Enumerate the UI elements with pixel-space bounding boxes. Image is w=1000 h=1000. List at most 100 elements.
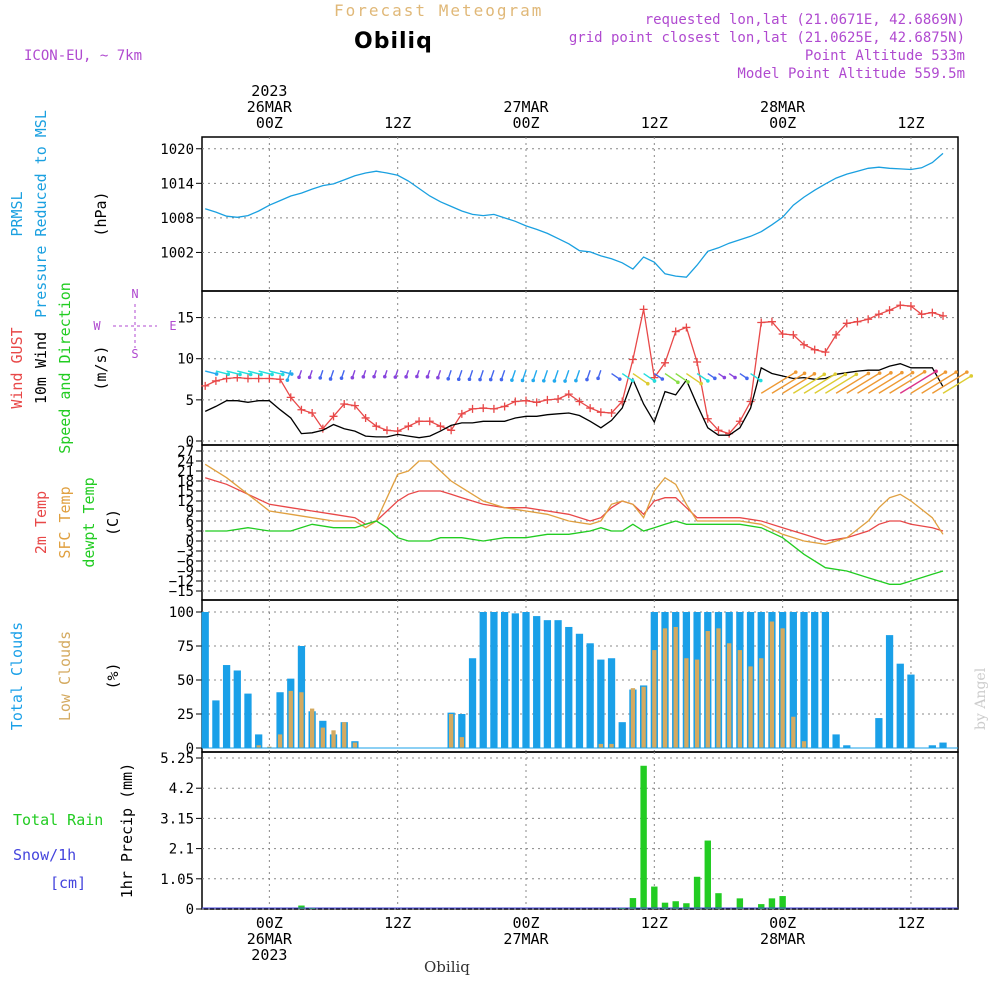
total-cloud-bar	[276, 692, 284, 748]
gust-marker	[639, 305, 648, 314]
pressure-panel: 1002 1008 1014 1020 PRMSL Pressure Reduced to…	[8, 110, 959, 318]
wind-arrow	[226, 370, 241, 376]
y-tick-label: 15	[177, 311, 194, 327]
low-cloud-bar	[449, 714, 454, 748]
watermark: by Angel	[973, 667, 989, 730]
wind-arrow	[664, 372, 679, 383]
time-axis-label: 2023	[251, 82, 287, 100]
gust-marker	[767, 317, 776, 326]
compass-e: E	[169, 319, 176, 333]
gust-marker	[308, 409, 317, 418]
low-cloud-bar	[459, 737, 464, 748]
time-axis-label: 12Z	[897, 914, 924, 932]
compass-w: W	[93, 319, 101, 333]
gust-marker	[340, 399, 349, 408]
total-cloud-bar	[212, 700, 220, 748]
wind-arrow-head	[706, 379, 710, 383]
low-cloud-bar	[801, 741, 807, 748]
wind-arrow	[771, 372, 805, 394]
low-cloud-bar	[694, 659, 700, 748]
total-cloud-bar	[885, 635, 894, 748]
low-cloud-bar	[652, 650, 657, 748]
y-tick-label: 1.05	[160, 872, 194, 888]
low-cloud-bar	[598, 743, 603, 748]
time-axis-label: 00Z	[512, 114, 539, 132]
model-altitude: Model Point Altitude 559.5m	[737, 66, 965, 82]
rain-bar	[640, 765, 647, 909]
low-cloud-bar	[705, 631, 710, 748]
y-tick-label: −15	[169, 584, 194, 600]
wind-arrow-head	[425, 375, 430, 379]
wind-arrow-head	[617, 377, 622, 381]
low-cloud-bar	[748, 666, 753, 748]
panel-side-label: Total Clouds	[8, 622, 26, 730]
wind-arrow	[910, 371, 946, 394]
gust-marker	[265, 374, 274, 383]
wind-arrow-head	[722, 375, 727, 380]
total-cloud-bar	[233, 670, 241, 748]
tsfc-line	[204, 460, 944, 545]
wind-arrow	[675, 372, 689, 383]
low-cloud-bar	[288, 690, 293, 748]
gust-marker	[746, 397, 755, 406]
wind-arrow-head	[596, 376, 600, 381]
gust-marker	[372, 422, 381, 431]
total-cloud-bar	[896, 663, 904, 748]
gust-marker	[425, 417, 434, 426]
gust-marker	[329, 412, 338, 421]
low-cloud-bar	[737, 650, 742, 748]
wind-arrow	[575, 370, 581, 381]
gust-marker	[661, 358, 670, 367]
gust-marker	[874, 310, 883, 319]
y-tick-label: 10	[177, 352, 194, 368]
point-altitude: Point Altitude 533m	[805, 48, 965, 64]
wind-arrow-head	[585, 377, 589, 382]
wind-arrow-head	[478, 377, 482, 382]
y-tick-label: 27	[177, 444, 194, 460]
wind-arrow-head	[645, 381, 650, 386]
gust-marker	[810, 345, 819, 354]
total-cloud-bar	[618, 722, 626, 748]
total-cloud-bar	[789, 612, 797, 748]
y-tick-label: 5.25	[160, 751, 194, 767]
wind-arrow-head	[943, 370, 948, 374]
precip-panel: 0 1.05 2.1 3.15 4.2 5.25 Total Rain Snow/1h [cm]…	[13, 751, 959, 918]
gust-marker	[436, 422, 445, 431]
gust-marker	[939, 311, 948, 320]
total-cloud-bar	[928, 745, 936, 748]
low-cloud-bar	[673, 626, 678, 748]
total-cloud-bar	[939, 742, 947, 748]
wind-arrow-head	[248, 372, 253, 377]
gust-marker	[757, 318, 766, 327]
wind-arrow-head	[297, 375, 301, 380]
gust-marker	[682, 323, 691, 332]
wind-arrow-head	[866, 371, 871, 376]
gust-marker	[211, 376, 220, 385]
wind-arrow-head	[280, 372, 285, 377]
y-tick-label: −6	[177, 554, 194, 570]
y-tick-label: −3	[177, 544, 194, 560]
low-cloud-bar	[342, 722, 347, 748]
gust-marker	[596, 408, 605, 417]
time-axis-label: 26MAR	[247, 98, 293, 116]
gust-marker	[543, 395, 552, 404]
y-tick-label: 1002	[160, 245, 194, 261]
y-tick-label: 15	[177, 484, 194, 500]
wind-arrow	[835, 372, 869, 394]
y-tick-label: 2.1	[169, 842, 194, 858]
gust-marker	[447, 426, 456, 435]
wind-arrow	[750, 372, 762, 382]
low-cloud-bar	[310, 708, 315, 748]
gust-marker	[800, 340, 809, 349]
wind-arrow-head	[793, 370, 798, 374]
panel-frame	[201, 751, 959, 910]
low-cloud-bar	[331, 730, 336, 748]
wind-arrow-head	[259, 372, 263, 377]
wind-arrow-head	[307, 375, 312, 380]
rain-bar	[672, 901, 679, 909]
gust-marker	[789, 330, 798, 339]
low-cloud-bar	[267, 746, 272, 748]
time-axis-label: 12Z	[384, 114, 411, 132]
